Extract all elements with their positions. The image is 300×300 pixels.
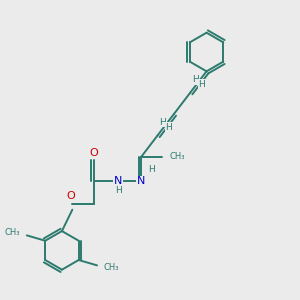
Text: H: H (166, 123, 172, 132)
Text: H: H (198, 80, 205, 89)
Text: H: H (115, 186, 122, 195)
Text: CH₃: CH₃ (103, 263, 119, 272)
Text: CH₃: CH₃ (5, 229, 20, 238)
Text: H: H (148, 165, 155, 174)
Text: N: N (137, 176, 146, 186)
Text: O: O (89, 148, 98, 158)
Text: N: N (114, 176, 122, 186)
Text: CH₃: CH₃ (169, 152, 185, 161)
Text: O: O (67, 191, 75, 201)
Text: H: H (159, 118, 166, 127)
Text: H: H (192, 75, 199, 84)
